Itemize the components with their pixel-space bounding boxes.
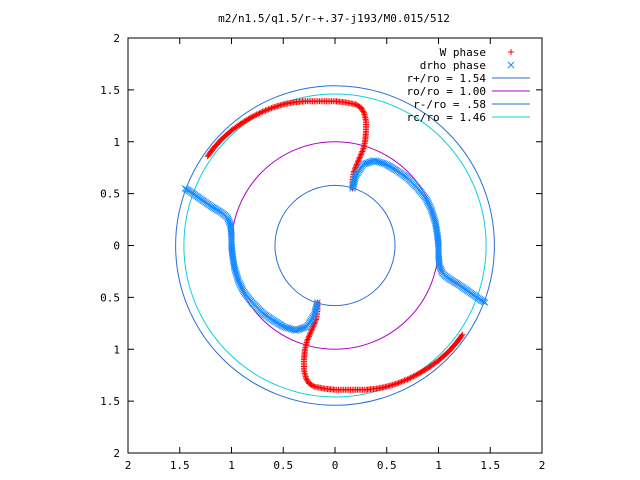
w-phase-point <box>414 371 421 378</box>
drho-phase-point <box>181 185 189 192</box>
w-phase-point <box>402 376 409 383</box>
w-phase-point <box>304 337 311 344</box>
legend-label: rc/ro = 1.46 <box>407 111 486 124</box>
legend-label: r+/ro = 1.54 <box>407 72 487 85</box>
drho-phase-point <box>507 61 515 69</box>
reference-circle <box>274 184 396 307</box>
w-phase-point <box>268 105 275 112</box>
legend-label: r-/ro = .58 <box>413 98 486 111</box>
w-phase-point <box>262 107 269 114</box>
y-tick-label: 0.5 <box>100 188 120 201</box>
w-phase-point <box>305 333 312 340</box>
w-phase-point <box>357 152 364 159</box>
y-tick-label: 1 <box>113 343 120 356</box>
w-phase-point <box>307 330 314 337</box>
legend-label: drho phase <box>420 59 486 72</box>
y-tick-label: 0.5 <box>100 291 120 304</box>
w-phase-point <box>408 374 415 381</box>
reference-circle <box>231 141 439 350</box>
w-phase-point <box>266 105 273 112</box>
chart-title: m2/n1.5/q1.5/r-+.37-j193/M0.015/512 <box>218 12 450 25</box>
w-phase-point <box>261 108 268 115</box>
x-tick-label: 1 <box>228 459 235 472</box>
w-phase-point <box>359 148 366 155</box>
x-tick-label: 2 <box>125 459 132 472</box>
w-phase-point <box>410 373 417 380</box>
x-tick-label: 1.5 <box>170 459 190 472</box>
w-phase-point <box>356 155 363 162</box>
w-phase-point <box>256 110 263 117</box>
y-tick-label: 0 <box>113 240 120 253</box>
legend-label: W phase <box>440 46 486 59</box>
w-phase-point <box>308 327 315 334</box>
w-phase-point <box>355 157 362 164</box>
y-tick-label: 1.5 <box>100 395 120 408</box>
w-phase-point <box>303 376 310 383</box>
x-tick-label: 2 <box>539 459 546 472</box>
w-phase-point <box>252 112 259 119</box>
w-phase-point <box>407 374 414 381</box>
w-phase-point <box>306 332 313 339</box>
x-tick-label: 1.5 <box>480 459 500 472</box>
w-phase-point <box>400 378 407 385</box>
x-tick-label: 0.5 <box>273 459 293 472</box>
w-phase-point <box>411 372 418 379</box>
w-phase-point <box>358 151 365 158</box>
w-phase-point <box>360 108 367 115</box>
w-phase-point <box>508 49 514 55</box>
axis-ticks: 2 1.5 1 0.5 0 0.5 1 1.5 221.510.500.511.52 <box>100 32 545 472</box>
w-phase-point <box>397 379 404 386</box>
w-phase-point <box>263 106 270 113</box>
y-tick-label: 1 <box>113 136 120 149</box>
w-phase-point <box>310 322 317 329</box>
reference-circles <box>175 85 495 406</box>
w-phase-point <box>359 147 366 154</box>
w-phase-point <box>249 113 256 120</box>
w-phase-point <box>353 162 360 169</box>
w-phase-point <box>250 113 257 120</box>
w-phase-point <box>395 379 402 386</box>
w-phase-point <box>258 109 265 116</box>
w-phase-point <box>259 108 266 115</box>
w-phase-point <box>304 336 311 343</box>
w-phase-point <box>405 375 412 382</box>
drho-phase-point <box>481 299 489 306</box>
legend-label: ro/ro = 1.00 <box>407 85 486 98</box>
w-phase-point <box>356 154 363 161</box>
w-phase-point <box>265 106 272 113</box>
w-phase-point <box>401 377 408 384</box>
y-tick-label: 2 <box>113 447 120 460</box>
w-phase-point <box>255 110 262 117</box>
x-tick-label: 1 <box>435 459 442 472</box>
reference-circle <box>183 93 487 398</box>
data-points <box>181 98 489 393</box>
w-phase-point <box>358 149 365 156</box>
reference-circle <box>175 85 495 406</box>
w-phase-point <box>398 378 405 385</box>
w-phase-point <box>307 329 314 336</box>
y-tick-label: 1.5 <box>100 84 120 97</box>
w-phase-point <box>305 335 312 342</box>
x-tick-label: 0.5 <box>377 459 397 472</box>
w-phase-point <box>413 371 420 378</box>
y-tick-label: 2 <box>113 32 120 45</box>
x-tick-label: 0 <box>332 459 339 472</box>
w-phase-point <box>253 111 260 118</box>
w-phase-point <box>404 376 411 383</box>
